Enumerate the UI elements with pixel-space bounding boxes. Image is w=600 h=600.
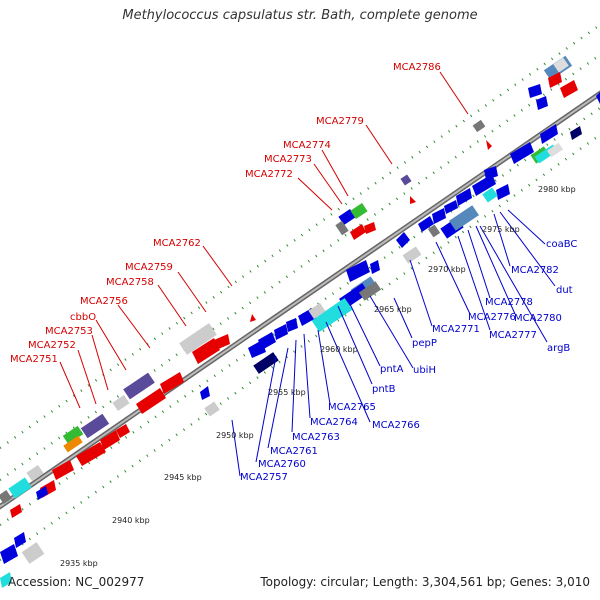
gene-label: argB: [547, 343, 570, 354]
gene-label: pepP: [412, 338, 437, 349]
gene-label: MCA2765: [328, 402, 376, 413]
gene-label: MCA2762: [153, 238, 201, 249]
kbp-tick-label: 2960 kbp: [320, 345, 358, 354]
gene-label: MCA2780: [514, 313, 562, 324]
kbp-tick-label: 2950 kbp: [216, 431, 254, 440]
kbp-tick-label: 2940 kbp: [112, 516, 150, 525]
gene-label: pntB: [372, 384, 396, 395]
map-title: Methylococcus capsulatus str. Bath, comp…: [122, 8, 478, 23]
kbp-tick-label: 2945 kbp: [164, 473, 202, 482]
leader-lines: [59, 71, 556, 477]
kbp-tick-label: 2970 kbp: [428, 265, 466, 274]
gene-label: MCA2752: [28, 340, 76, 351]
gene-label: cbbO: [70, 312, 96, 323]
gene-label: MCA2766: [372, 420, 420, 431]
red-gene-labels: MCA2786 MCA2779 MCA2774 MCA2773 MCA2772 MCA27…: [10, 62, 441, 365]
blue-gene-labels: coaBC MCA2782 dut MCA2778 MCA2780 argB MCA2777…: [240, 239, 577, 483]
gene-label: ubiH: [413, 365, 436, 376]
dotted-tracks: [0, 23, 600, 562]
gene-label: pntA: [380, 364, 404, 375]
gene-label: MCA2757: [240, 472, 288, 483]
gene-label: MCA2753: [45, 326, 93, 337]
gene-label: MCA2758: [106, 277, 154, 288]
gene-label: MCA2761: [270, 446, 318, 457]
kbp-tick-label: 2975 kbp: [482, 225, 520, 234]
gene-features: [0, 55, 600, 588]
gene-label: MCA2786: [393, 62, 441, 73]
gene-label: MCA2779: [316, 116, 364, 127]
gene-label: MCA2782: [511, 265, 559, 276]
kbp-tick-label: 2965 kbp: [374, 305, 412, 314]
gene-label: MCA2756: [80, 296, 128, 307]
accession-text: Accession: NC_002977: [8, 575, 145, 589]
gene-label: MCA2777: [489, 330, 537, 341]
gene-label: MCA2774: [283, 140, 331, 151]
gene-label: coaBC: [546, 239, 577, 250]
gene-label: MCA2772: [245, 169, 293, 180]
kbp-tick-label: 2980 kbp: [538, 185, 576, 194]
gene-label: dut: [556, 285, 573, 296]
gene-label: MCA2764: [310, 417, 358, 428]
kbp-ticks: 2935 kbp 2940 kbp 2945 kbp 2950 kbp 2955 kbp…: [60, 185, 576, 568]
gene-label: MCA2773: [264, 154, 312, 165]
gene-label: MCA2763: [292, 432, 340, 443]
genome-summary: Topology: circular; Length: 3,304,561 bp…: [260, 575, 590, 589]
gene-label: MCA2776: [468, 312, 516, 323]
genome-backbone: [0, 90, 600, 510]
gene-label: MCA2751: [10, 354, 58, 365]
gene-label: MCA2778: [485, 297, 533, 308]
gene-label: MCA2760: [258, 459, 306, 470]
gene-label: MCA2759: [125, 262, 173, 273]
kbp-tick-label: 2935 kbp: [60, 559, 98, 568]
gene-label: MCA2771: [432, 324, 480, 335]
kbp-tick-label: 2955 kbp: [268, 388, 306, 397]
